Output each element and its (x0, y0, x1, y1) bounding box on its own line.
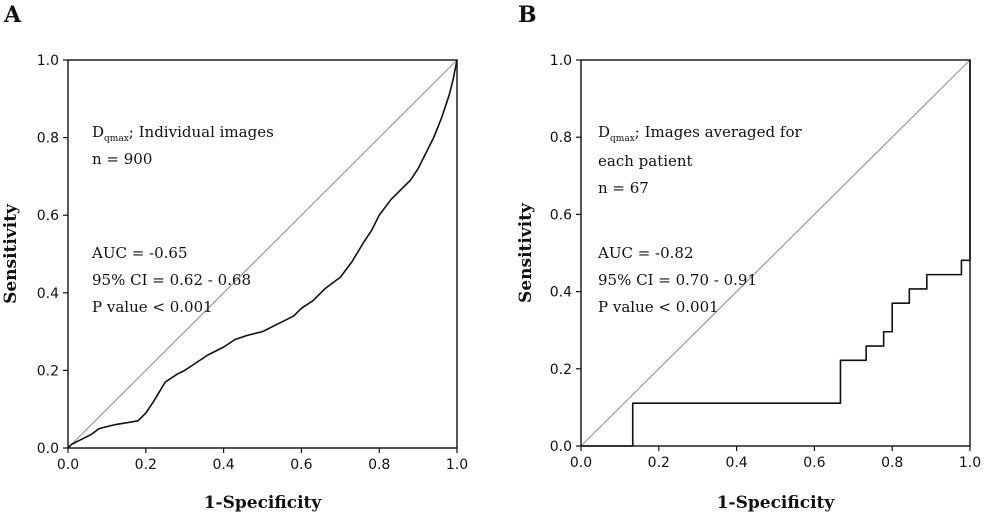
y-tick-label: 0.2 (37, 363, 59, 379)
reference-diagonal (67, 59, 458, 449)
annotation-n: n = 900 (92, 150, 152, 168)
x-axis-title: 1-Specificity (204, 493, 323, 513)
y-tick-label: 0.4 (37, 286, 59, 302)
annotation-p-value: P value < 0.001 (598, 298, 719, 316)
x-tick-label: 0.8 (368, 457, 390, 473)
annotation-d: D (92, 123, 104, 141)
y-axis-title: Sensitivity (516, 202, 536, 303)
x-tick-label: 1.0 (959, 455, 981, 471)
y-tick-label: 0.0 (37, 441, 59, 457)
annotation-ci: 95% CI = 0.70 - 0.91 (598, 271, 757, 289)
annotation-description: ; Individual images (129, 123, 274, 141)
panel-label-b: B (518, 2, 537, 28)
chart-a: 0.0 0.2 0.4 0.6 0.8 1.0 0.0 0.2 0.4 0.6 0.8 1.0 1-Sp… (1, 53, 468, 513)
reference-diagonal (580, 59, 971, 447)
x-tick-label: 0.0 (570, 455, 592, 471)
x-tick-label: 0.8 (881, 455, 903, 471)
annotation-subscript: qmax (610, 134, 635, 144)
x-tick-label: 0.4 (725, 455, 747, 471)
annotation-title: Dqmax; Individual images (92, 123, 274, 144)
roc-curve (67, 59, 458, 449)
annotation-auc: AUC = -0.82 (597, 244, 694, 262)
chart-b: 0.0 0.2 0.4 0.6 0.8 1.0 0.0 0.2 0.4 0.6 0.8 1.0 1-Sp… (516, 53, 981, 513)
y-tick-label: 0.0 (550, 439, 572, 455)
y-tick-label: 0.4 (550, 285, 572, 301)
y-tick-label: 1.0 (550, 53, 572, 69)
annotation-d: D (598, 123, 610, 141)
y-tick-label: 0.2 (550, 362, 572, 378)
plot-frame (67, 59, 458, 449)
y-tick-label: 0.8 (37, 131, 59, 147)
annotation-p-value: P value < 0.001 (92, 298, 213, 316)
x-tick-label: 0.6 (290, 457, 312, 473)
y-tick-label: 1.0 (37, 53, 59, 69)
roc-curve (581, 60, 971, 447)
annotation-ci: 95% CI = 0.62 - 0.68 (92, 271, 251, 289)
x-tick-label: 0.2 (135, 457, 157, 473)
x-tick-label: 0.6 (803, 455, 825, 471)
x-tick-label: 0.2 (648, 455, 670, 471)
annotation-auc: AUC = -0.65 (91, 244, 188, 262)
annotation-title: Dqmax; Images averaged for (598, 123, 802, 144)
y-tick-label: 0.6 (550, 207, 572, 223)
annotation-subscript: qmax (104, 134, 129, 144)
y-tick-label: 0.6 (37, 208, 59, 224)
x-tick-label: 0.4 (212, 457, 234, 473)
annotation-title-cont: each patient (598, 152, 693, 170)
x-axis-title: 1-Specificity (717, 493, 836, 513)
y-axis-title: Sensitivity (1, 203, 21, 304)
y-tick-label: 0.8 (550, 130, 572, 146)
annotation-n: n = 67 (598, 179, 649, 197)
x-tick-label: 0.0 (57, 457, 79, 473)
plot-frame (580, 59, 971, 447)
x-tick-label: 1.0 (446, 457, 468, 473)
annotation-description: ; Images averaged for (635, 123, 803, 141)
panel-label-a: A (4, 2, 22, 28)
